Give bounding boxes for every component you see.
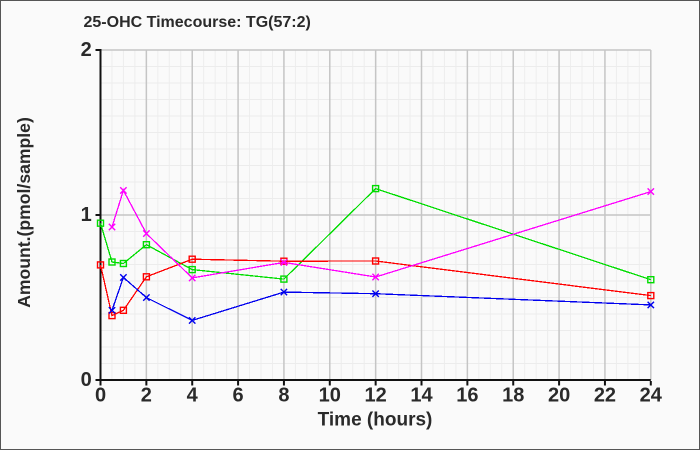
svg-text:Amount.(pmol/sample): Amount.(pmol/sample) [14,117,34,308]
svg-text:8: 8 [278,385,289,407]
svg-text:10: 10 [319,385,341,407]
svg-text:20: 20 [548,385,570,407]
svg-text:2: 2 [141,385,152,407]
svg-text:0: 0 [81,369,92,391]
svg-text:18: 18 [502,385,524,407]
svg-text:0: 0 [95,385,106,407]
svg-text:24: 24 [640,385,663,407]
svg-text:14: 14 [410,385,433,407]
svg-text:22: 22 [594,385,616,407]
svg-text:6: 6 [233,385,244,407]
svg-text:Time (hours): Time (hours) [318,410,433,431]
svg-text:4: 4 [187,385,199,407]
svg-text:12: 12 [365,385,387,407]
svg-text:1: 1 [81,204,92,226]
svg-text:16: 16 [456,385,478,407]
svg-text:2: 2 [81,39,92,61]
svg-text:25-OHC Timecourse: TG(57:2): 25-OHC Timecourse: TG(57:2) [84,14,311,31]
